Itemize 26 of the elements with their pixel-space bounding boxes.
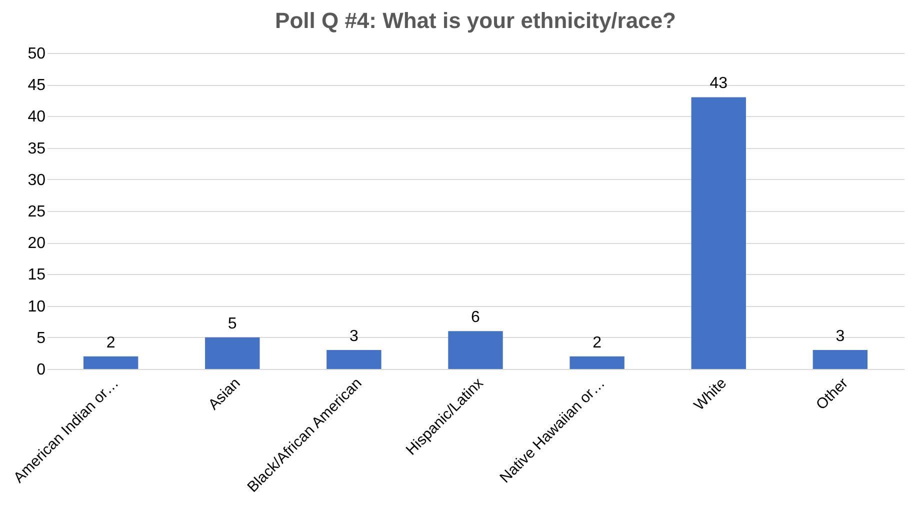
- y-tick-label: 10: [28, 298, 46, 316]
- data-label: 2: [592, 334, 602, 352]
- data-label: 3: [836, 328, 845, 346]
- bar: [326, 350, 382, 369]
- y-tick-label: 35: [28, 140, 46, 158]
- data-label: 6: [471, 309, 480, 326]
- y-tick-label: 5: [36, 330, 46, 347]
- bar: [205, 337, 260, 369]
- bar: [812, 350, 868, 369]
- y-tick-label: 15: [28, 266, 46, 284]
- data-label: 2: [106, 334, 116, 352]
- y-tick-label: 50: [28, 46, 46, 62]
- y-tick-label: 40: [28, 108, 46, 126]
- bar: [570, 356, 624, 369]
- bar: [83, 356, 138, 369]
- y-tick-label: 25: [28, 204, 46, 220]
- data-label: 5: [228, 315, 237, 332]
- chart-title: Poll Q #4: What is your ethnicity/race?: [275, 8, 676, 33]
- data-label: 43: [710, 75, 728, 92]
- bar: [448, 331, 503, 369]
- y-tick-label: 20: [28, 235, 46, 252]
- y-tick-label: 0: [36, 362, 46, 378]
- data-label: 3: [349, 328, 358, 346]
- bar: [691, 97, 746, 369]
- y-tick-label: 45: [28, 77, 46, 94]
- y-tick-label: 30: [28, 172, 46, 189]
